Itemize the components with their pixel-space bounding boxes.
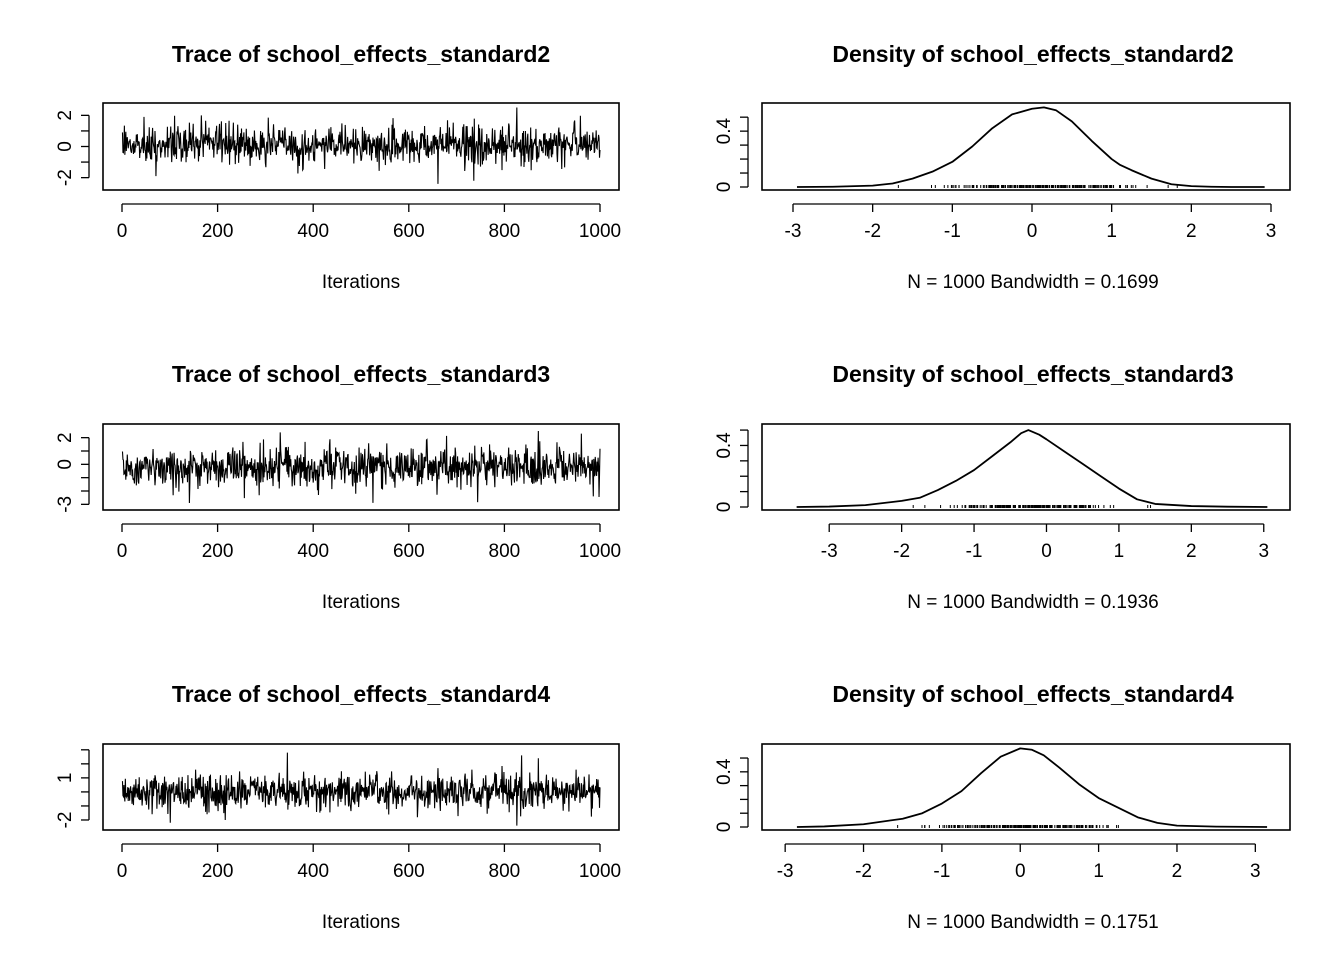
panel-title: Trace of school_effects_standard3 (172, 361, 550, 387)
panel-1: Trace of school_effects_standard2 0 200 400… (55, 41, 621, 293)
panel-6: Density of school_effects_standard4 -3 -2 -… (714, 681, 1291, 933)
x-tick-label: -3 (785, 221, 802, 242)
x-tick-label: 400 (297, 541, 329, 562)
y-tick-label: -3 (55, 496, 76, 513)
x-tick-label: 2 (1186, 221, 1197, 242)
x-tick-label: 0 (1027, 221, 1038, 242)
x-tick-label: 400 (297, 221, 329, 242)
x-tick-label: 0 (117, 221, 128, 242)
x-tick-label: 1000 (579, 221, 621, 242)
x-tick-label: 400 (297, 861, 329, 882)
plot-frame (761, 102, 1291, 191)
x-tick-label: -2 (893, 541, 910, 562)
panel-4: Density of school_effects_standard3 -3 -2 -… (714, 361, 1291, 613)
y-tick-label: 0 (714, 502, 735, 513)
x-tick-label: 1000 (579, 861, 621, 882)
x-tick-label: 1000 (579, 541, 621, 562)
x-axis-label: Iterations (322, 272, 400, 293)
y-tick-label: -2 (55, 812, 76, 829)
x-tick-label: 3 (1266, 221, 1277, 242)
rug-marks (897, 185, 1178, 188)
x-tick-label: 800 (489, 221, 521, 242)
x-tick-label: 3 (1250, 861, 1261, 882)
x-tick-label: 0 (117, 541, 128, 562)
x-tick-label: 1 (1106, 221, 1117, 242)
x-tick-label: -1 (944, 221, 961, 242)
x-tick-label: 1 (1114, 541, 1125, 562)
density-curve (796, 106, 1265, 188)
y-tick-label: 2 (55, 432, 76, 443)
x-tick-label: -1 (933, 861, 950, 882)
x-tick-label: -2 (855, 861, 872, 882)
panel-title: Density of school_effects_standard3 (832, 361, 1233, 387)
y-tick-label: 0 (714, 182, 735, 193)
y-tick-label: 0.4 (714, 758, 735, 785)
x-axis-label: N = 1000 Bandwidth = 0.1751 (907, 912, 1158, 933)
plot-frame (761, 743, 1291, 831)
x-tick-label: 2 (1172, 861, 1183, 882)
rug-marks (897, 825, 1119, 828)
panel-title: Density of school_effects_standard2 (832, 41, 1233, 67)
x-axis-label: N = 1000 Bandwidth = 0.1699 (907, 272, 1158, 293)
y-tick-label: -2 (55, 169, 76, 186)
x-tick-label: 600 (393, 541, 425, 562)
x-tick-label: 1 (1093, 861, 1104, 882)
panel-title: Density of school_effects_standard4 (832, 681, 1234, 707)
x-tick-label: 800 (489, 861, 521, 882)
x-tick-label: 3 (1258, 541, 1269, 562)
x-axis-label: Iterations (322, 592, 400, 613)
x-tick-label: 0 (1041, 541, 1052, 562)
plot-frame (761, 423, 1291, 511)
rug-marks (912, 505, 1152, 508)
panel-5: Trace of school_effects_standard4 0 200 400… (55, 681, 621, 933)
x-tick-label: -1 (966, 541, 983, 562)
x-tick-label: 2 (1186, 541, 1197, 562)
x-tick-label: -3 (777, 861, 794, 882)
y-tick-label: 0 (55, 141, 76, 152)
trace-series-line (121, 752, 601, 826)
x-tick-label: 200 (202, 221, 234, 242)
x-tick-label: 600 (393, 221, 425, 242)
y-tick-label: 0.4 (714, 118, 735, 145)
x-tick-label: 600 (393, 861, 425, 882)
x-tick-label: -3 (821, 541, 838, 562)
plot-frame (102, 743, 620, 831)
trace-series-line (121, 107, 601, 184)
density-curve (796, 747, 1268, 828)
x-axis-label: Iterations (322, 912, 400, 933)
y-tick-label: 1 (55, 773, 76, 784)
x-tick-label: 200 (202, 861, 234, 882)
y-tick-label: 0 (55, 459, 76, 470)
y-tick-label: 0 (714, 822, 735, 833)
trace-series-line (121, 430, 601, 504)
plot-frame (102, 423, 620, 511)
panel-3: Trace of school_effects_standard3 0 200 400… (55, 361, 621, 613)
panel-2: Density of school_effects_standard2 -3 -2 -… (714, 41, 1291, 293)
panel-title: Trace of school_effects_standard2 (172, 41, 550, 67)
y-tick-label: 0.4 (714, 432, 735, 459)
x-tick-label: -2 (864, 221, 881, 242)
x-axis-label: N = 1000 Bandwidth = 0.1936 (907, 592, 1158, 613)
x-tick-label: 0 (1015, 861, 1026, 882)
plot-frame (102, 102, 620, 191)
density-curve (796, 429, 1268, 508)
panel-title: Trace of school_effects_standard4 (172, 681, 551, 707)
x-tick-label: 0 (117, 861, 128, 882)
x-tick-label: 200 (202, 541, 234, 562)
x-tick-label: 800 (489, 541, 521, 562)
y-tick-label: 2 (55, 110, 76, 121)
